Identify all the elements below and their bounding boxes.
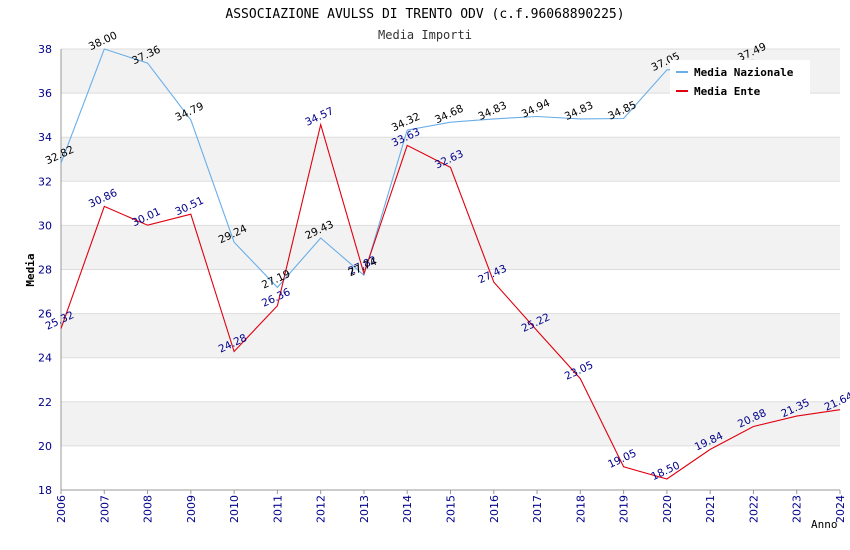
plot-band <box>61 313 840 358</box>
x-tick-label: 2020 <box>661 495 674 523</box>
chart-subtitle: Media Importi <box>378 28 472 42</box>
x-axis: 2006 2007 2008 2009 2010 2011 2012 2013 2014 2015… <box>55 495 847 523</box>
y-axis-label: Media <box>24 253 37 286</box>
series-line-media-nazionale <box>60 48 754 289</box>
y-tick-label: 38 <box>38 43 52 56</box>
data-label-media-ente: 19.05 <box>606 447 638 471</box>
gridlines <box>60 48 841 494</box>
y-tick-label: 18 <box>38 484 52 497</box>
x-tick-label: 2021 <box>704 495 717 523</box>
x-tick-label: 2017 <box>531 495 544 523</box>
x-tick-label: 2024 <box>834 495 847 523</box>
legend-label: Media Ente <box>694 85 761 98</box>
x-tick-label: 2016 <box>488 495 501 523</box>
x-tick-label: 2019 <box>618 495 631 523</box>
y-tick-label: 22 <box>38 396 52 409</box>
x-tick-label: 2009 <box>185 495 198 523</box>
x-tick-label: 2018 <box>574 495 587 523</box>
x-tick-label: 2013 <box>358 495 371 523</box>
plot-band <box>61 401 840 446</box>
plot-bands <box>61 49 840 446</box>
y-tick-label: 24 <box>38 352 52 365</box>
series-group <box>60 48 841 480</box>
x-tick-label: 2023 <box>791 495 804 523</box>
x-tick-label: 2012 <box>315 495 328 523</box>
plot-band <box>61 137 840 182</box>
y-tick-label: 36 <box>38 87 52 100</box>
legend: Media Nazionale Media Ente <box>670 60 810 98</box>
y-tick-label: 32 <box>38 175 52 188</box>
x-tick-label: 2022 <box>747 495 760 523</box>
legend-label: Media Nazionale <box>694 66 794 79</box>
y-tick-label: 26 <box>38 308 52 321</box>
data-label-media-ente: 23.05 <box>563 359 595 383</box>
x-tick-label: 2015 <box>445 495 458 523</box>
data-label-media-ente: 18.50 <box>649 459 681 483</box>
x-tick-label: 2011 <box>271 495 284 523</box>
y-tick-label: 34 <box>38 131 52 144</box>
y-axis: 18 20 22 24 26 28 30 32 34 36 38 <box>38 43 52 497</box>
series-line-media-ente <box>60 122 841 480</box>
data-label-media-ente: 34.57 <box>303 105 335 129</box>
y-tick-label: 20 <box>38 440 52 453</box>
legend-box <box>670 60 810 98</box>
chart-title: ASSOCIAZIONE AVULSS DI TRENTO ODV (c.f.9… <box>225 7 624 22</box>
x-tick-label: 2006 <box>55 495 68 523</box>
y-tick-label: 28 <box>38 264 52 277</box>
x-tick-label: 2008 <box>142 495 155 523</box>
x-tick-label: 2010 <box>228 495 241 523</box>
y-tick-label: 30 <box>38 219 52 232</box>
plot-band <box>61 225 840 270</box>
x-tick-label: 2014 <box>401 495 414 523</box>
data-label-media-nazionale: 34.83 <box>563 99 595 123</box>
x-axis-label: Anno <box>811 518 838 531</box>
data-label-media-ente: 30.86 <box>87 187 120 211</box>
x-tick-label: 2007 <box>98 495 111 523</box>
